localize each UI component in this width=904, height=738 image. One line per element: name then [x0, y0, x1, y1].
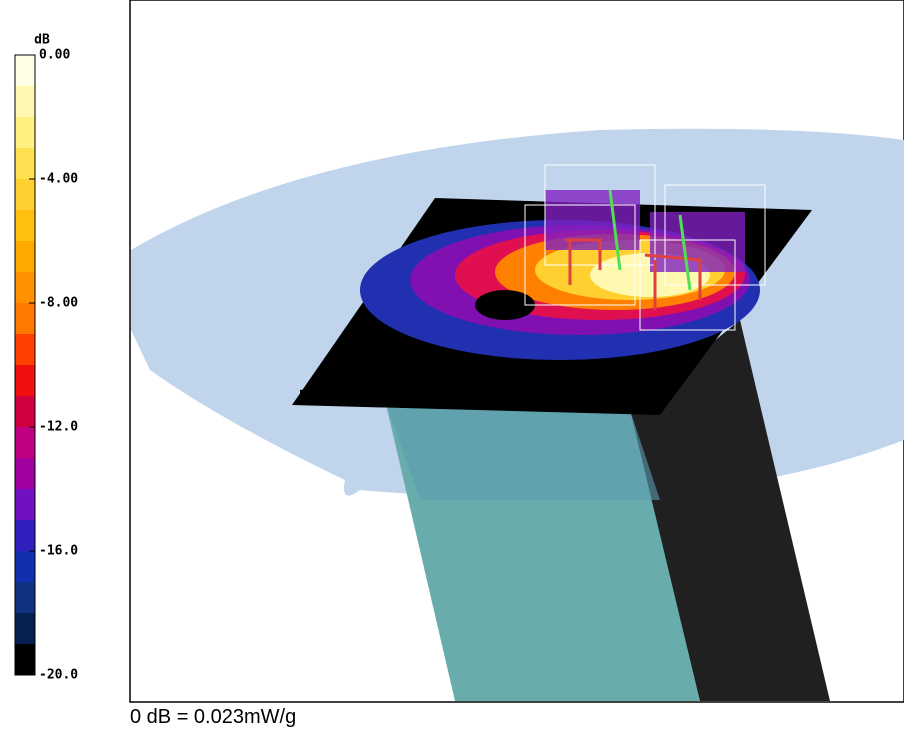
- colorbar-tick-label: -4.00: [39, 172, 78, 187]
- colorbar-frame: [14, 54, 36, 676]
- colorbar-tick-label: -20.0: [39, 668, 78, 683]
- colorbar-band: [15, 644, 35, 676]
- colorbar-tick-label: -12.0: [39, 420, 78, 435]
- colorbar-band: [15, 148, 35, 180]
- colorbar-band: [15, 179, 35, 211]
- colorbar-band: [15, 520, 35, 552]
- colorbar-band: [15, 55, 35, 87]
- colorbar-band: [15, 86, 35, 118]
- colorbar-band: [15, 365, 35, 397]
- colorbar-band: [15, 117, 35, 149]
- colorbar-band: [15, 210, 35, 242]
- scene: [129, 0, 904, 703]
- colorbar-tick-label: 0.00: [39, 48, 70, 63]
- colorbar-band: [15, 241, 35, 273]
- colorbar-title: dB: [34, 33, 50, 48]
- colorbar-band: [15, 334, 35, 366]
- colorbar-tick-label: -8.00: [39, 296, 78, 311]
- colorbar-band: [15, 582, 35, 614]
- colorbar-band: [15, 551, 35, 583]
- colorbar-band: [15, 489, 35, 521]
- colorbar-band: [15, 427, 35, 459]
- footnote: 0 dB = 0.023mW/g: [130, 706, 297, 728]
- colorbar-band: [15, 613, 35, 645]
- colorbar-band: [15, 458, 35, 490]
- colorbar-band: [15, 303, 35, 335]
- colorbar-band: [15, 396, 35, 428]
- colorbar-tick-label: -16.0: [39, 544, 78, 559]
- colorbar-band: [15, 272, 35, 304]
